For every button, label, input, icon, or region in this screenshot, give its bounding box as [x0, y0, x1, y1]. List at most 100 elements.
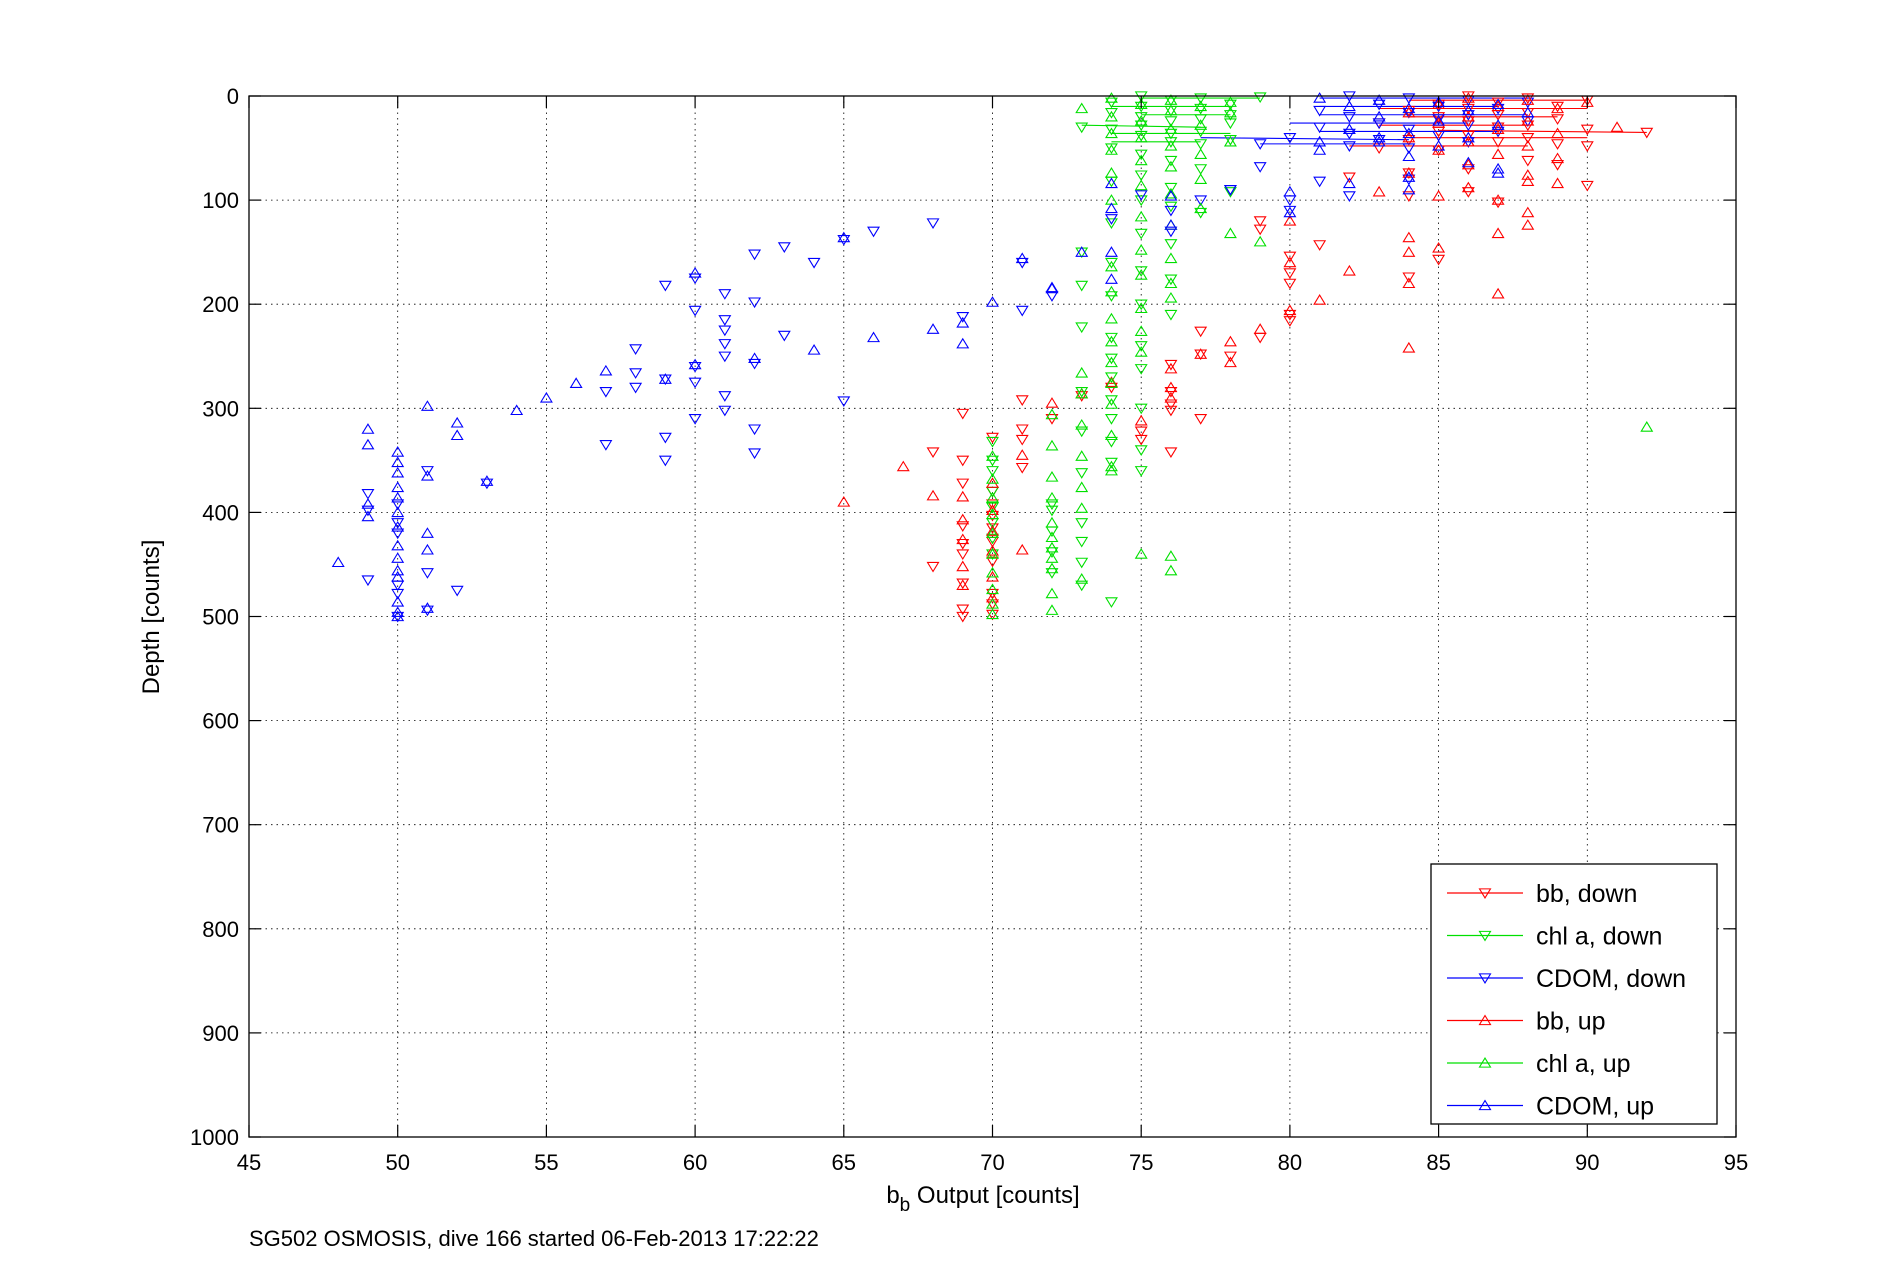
data-point-marker [1015, 449, 1029, 460]
data-point-marker [1104, 335, 1118, 347]
figure-caption: SG502 OSMOSIS, dive 166 started 06-Feb-2… [249, 1226, 819, 1251]
data-point-marker [1164, 564, 1178, 576]
series-4 [986, 92, 1654, 620]
data-point-marker [926, 561, 940, 573]
data-point-marker [748, 297, 762, 309]
data-point-marker [718, 325, 732, 337]
data-point-marker [1164, 391, 1178, 403]
data-point-marker [1134, 210, 1148, 222]
data-point-marker [1104, 372, 1118, 384]
data-point-marker [1194, 202, 1208, 214]
data-point-marker [1223, 99, 1237, 111]
data-point-marker [1164, 182, 1178, 194]
y-tick-label: 600 [202, 709, 239, 734]
data-point-marker [867, 331, 881, 343]
data-point-marker [748, 448, 762, 460]
data-point-marker [1134, 302, 1148, 314]
data-point-marker [1075, 580, 1089, 592]
x-tick-label: 60 [683, 1150, 707, 1175]
data-point-marker [450, 416, 464, 428]
data-point-marker [420, 466, 434, 477]
data-point-marker [1194, 164, 1208, 175]
data-point-marker [1253, 323, 1267, 334]
data-point-marker [1461, 131, 1475, 143]
data-point-marker [1432, 241, 1446, 253]
data-point-marker [1402, 105, 1416, 117]
legend-marker [1478, 1099, 1492, 1111]
data-point-marker [420, 543, 434, 555]
data-point-marker [1313, 135, 1327, 147]
data-point-marker [1491, 119, 1505, 130]
y-tick-label: 100 [202, 188, 239, 213]
data-point-marker [926, 447, 940, 459]
data-point-marker [391, 528, 405, 540]
data-point-marker [1164, 274, 1178, 286]
data-point-marker [1075, 536, 1089, 548]
data-point-marker [510, 404, 524, 416]
data-point-marker [1491, 167, 1505, 178]
data-point-marker [658, 280, 672, 292]
data-point-marker [1134, 445, 1148, 456]
data-point-marker [1164, 219, 1178, 230]
legend-marker [1478, 973, 1492, 985]
data-point-marker [1521, 94, 1535, 105]
data-point-marker [956, 316, 970, 328]
data-point-marker [1104, 395, 1118, 406]
data-point-marker [986, 544, 999, 556]
data-point-marker [1402, 150, 1416, 162]
data-point-marker [1551, 114, 1565, 125]
data-point-marker [1104, 398, 1118, 409]
data-point-marker [956, 337, 970, 349]
data-point-marker [1402, 246, 1416, 257]
data-point-marker [1491, 137, 1505, 148]
data-point-marker [361, 438, 375, 450]
data-point-marker [391, 570, 405, 582]
data-point-marker [1075, 418, 1089, 430]
data-point-marker [1283, 304, 1297, 316]
legend-label: bb, down [1536, 880, 1637, 908]
data-point-marker [1015, 462, 1029, 474]
data-point-marker [1521, 169, 1535, 180]
data-point-marker [1640, 127, 1654, 139]
data-point-marker [1283, 256, 1297, 268]
data-point-marker [837, 495, 851, 507]
legend-label: chl a, up [1536, 1050, 1631, 1078]
data-point-marker [1164, 359, 1178, 371]
data-point-marker [1134, 548, 1148, 559]
data-point-marker [1075, 122, 1089, 134]
data-point-marker [1342, 264, 1356, 276]
data-point-marker [688, 414, 702, 425]
data-point-marker [539, 391, 553, 403]
data-point-marker [1253, 235, 1267, 247]
data-point-marker [718, 315, 732, 326]
x-tick-labels: 45 50 55 60 65 70 75 80 85 90 95 [237, 1150, 1748, 1175]
data-point-marker [1015, 424, 1029, 436]
data-point-marker [1402, 231, 1416, 243]
data-point-marker [1045, 397, 1059, 408]
data-point-marker [420, 527, 434, 538]
data-point-marker [1521, 132, 1535, 144]
data-point-marker [956, 549, 970, 561]
data-point-marker [1134, 195, 1148, 207]
data-point-marker [1313, 294, 1327, 305]
data-point-marker [1164, 104, 1178, 116]
data-point-marker [1045, 541, 1059, 553]
data-point-marker [1164, 291, 1178, 303]
data-point-marker [1134, 346, 1148, 357]
data-point-marker [1164, 116, 1178, 127]
data-point-marker [807, 257, 821, 269]
data-point-marker [1104, 202, 1118, 214]
data-point-marker [1283, 214, 1297, 226]
data-point-marker [1432, 139, 1446, 151]
data-point-marker [1551, 101, 1565, 113]
legend-label: CDOM, down [1536, 965, 1686, 993]
data-point-marker [1104, 377, 1118, 388]
data-point-marker [986, 556, 999, 568]
axis-ticks [248, 95, 1737, 1138]
data-point-marker [1402, 93, 1416, 105]
data-point-marker [1491, 162, 1505, 174]
data-point-marker [1164, 160, 1178, 172]
data-point-marker [1283, 185, 1297, 197]
data-point-marker [1134, 170, 1148, 182]
data-point-marker [1134, 244, 1148, 255]
